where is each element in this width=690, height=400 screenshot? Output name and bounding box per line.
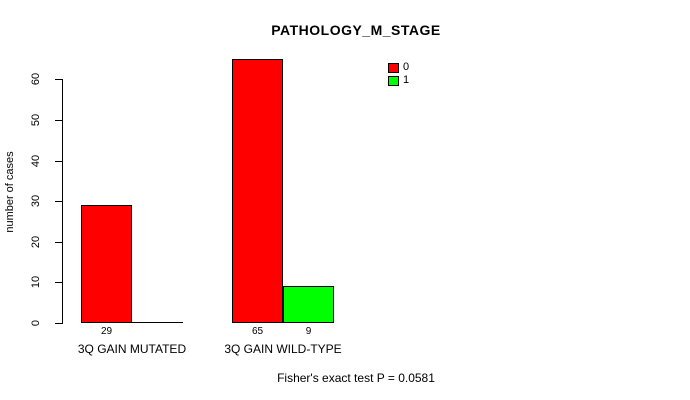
y-axis-tick: [55, 119, 62, 121]
y-axis-tick-label: 50: [30, 113, 42, 127]
chart-title: PATHOLOGY_M_STAGE: [271, 22, 441, 38]
bar-value-label: 9: [305, 326, 312, 337]
y-axis-tick-label: 30: [30, 195, 42, 208]
legend-row: 1: [388, 74, 409, 87]
bar-value-label: 65: [251, 326, 264, 337]
y-axis-tick: [55, 241, 62, 243]
y-axis-tick: [55, 201, 62, 203]
bar-series1-group1: [283, 286, 334, 323]
y-axis-tick: [55, 160, 62, 162]
legend-label: 1: [403, 74, 410, 86]
legend-label: 0: [403, 61, 410, 73]
y-axis-tick: [55, 282, 62, 284]
y-axis-tick-label: 10: [30, 276, 42, 289]
y-axis-tick: [55, 323, 62, 324]
y-axis-tick: [55, 79, 62, 81]
y-axis-tick-label: 0: [30, 319, 42, 327]
x-category-label: 3Q GAIN MUTATED: [77, 342, 187, 356]
legend-swatch-series1: [388, 75, 399, 86]
x-category-label: 3Q GAIN WILD-TYPE: [224, 342, 342, 356]
bar-series1-group0-zero: [132, 322, 183, 323]
y-axis-tick-label: 40: [30, 154, 42, 167]
legend-swatch-series0: [388, 62, 399, 73]
bar-series0-group1: [232, 59, 283, 323]
annotation-fisher-test: Fisher's exact test P = 0.0581: [277, 371, 435, 385]
y-axis-tick-label: 20: [30, 235, 42, 248]
y-axis-tick-label: 60: [30, 73, 42, 86]
bar-series0-group0: [81, 205, 132, 323]
legend-row: 0: [388, 61, 409, 74]
bar-value-label: 29: [100, 326, 113, 337]
y-axis-line: [62, 79, 63, 324]
